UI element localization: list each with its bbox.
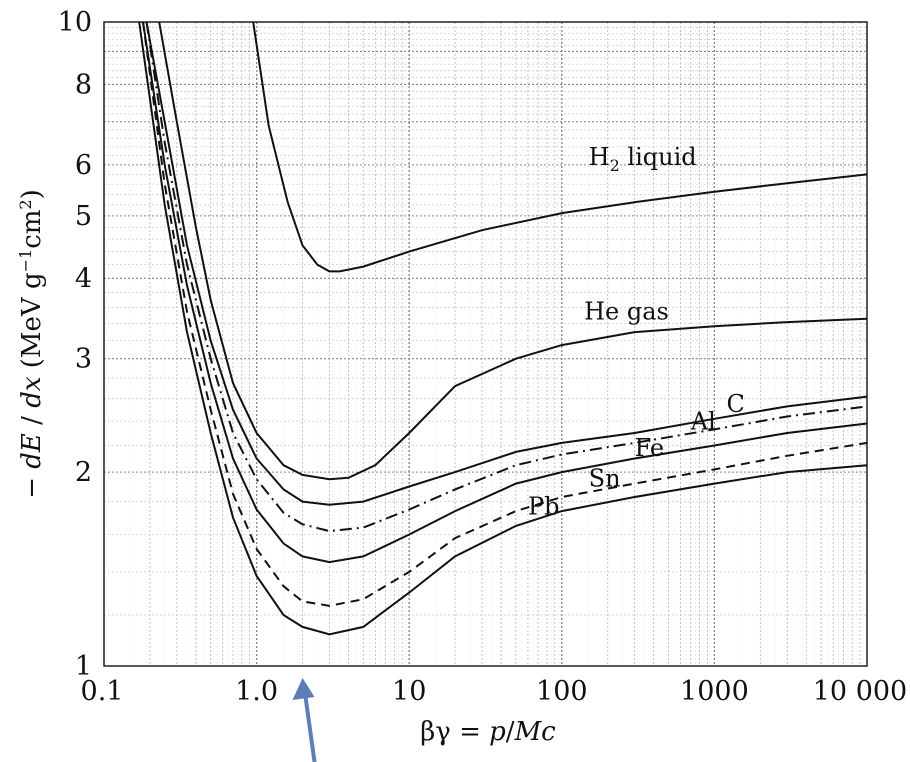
- y-tick-label: 5: [75, 201, 92, 232]
- arrow-head: [292, 678, 315, 700]
- series-line-he-gas: [158, 21, 868, 481]
- series-label-fe: Fe: [635, 434, 665, 462]
- series-label-al: Al: [690, 407, 716, 435]
- arrow-marker: [292, 678, 317, 762]
- x-tick-label: 10: [392, 676, 426, 707]
- plot-frame: [103, 21, 868, 667]
- series-label-h2-liquid: H2 liquid: [589, 143, 697, 175]
- series-label-he-gas: He gas: [584, 298, 669, 326]
- chart-grid: [103, 21, 868, 667]
- series-line-c: [145, 21, 868, 506]
- y-tick-label: 8: [75, 69, 92, 100]
- y-tick-label: 10: [58, 7, 92, 38]
- series-line-pb: [138, 21, 868, 636]
- x-tick-label: 1.0: [235, 676, 278, 707]
- y-tick-label: 1: [75, 651, 92, 682]
- y-tick-label: 4: [75, 263, 92, 294]
- series-line-fe: [142, 21, 868, 564]
- y-tick-label: 6: [75, 150, 92, 181]
- arrow-shaft: [302, 689, 317, 762]
- series-label-sn: Sn: [589, 464, 621, 492]
- series-line-sn: [142, 21, 868, 607]
- series-label-c: C: [726, 390, 744, 418]
- x-tick-label: 10 000: [813, 676, 907, 707]
- series-labels: H2 liquid He gas C Al Fe Sn Pb: [528, 143, 745, 520]
- y-tick-label: 2: [75, 457, 92, 488]
- x-tick-label: 1000: [680, 676, 749, 707]
- x-tick-label: 100: [536, 676, 588, 707]
- x-tick-labels: 0.1 1.0 10 100 1000 10 000: [81, 676, 908, 707]
- y-axis-label: − dE / dx (MeV g−1cm2): [16, 189, 48, 499]
- series-line-h2-liquid: [252, 21, 868, 273]
- chart-series: [138, 21, 868, 636]
- series-label-pb: Pb: [528, 492, 560, 520]
- y-tick-labels: 1 2 3 4 5 6 8 10: [58, 7, 92, 682]
- y-tick-label: 3: [75, 344, 92, 375]
- x-tick-label: 0.1: [81, 676, 124, 707]
- x-axis-label: βγ = p/Mc: [420, 717, 556, 747]
- series-line-al: [145, 21, 868, 533]
